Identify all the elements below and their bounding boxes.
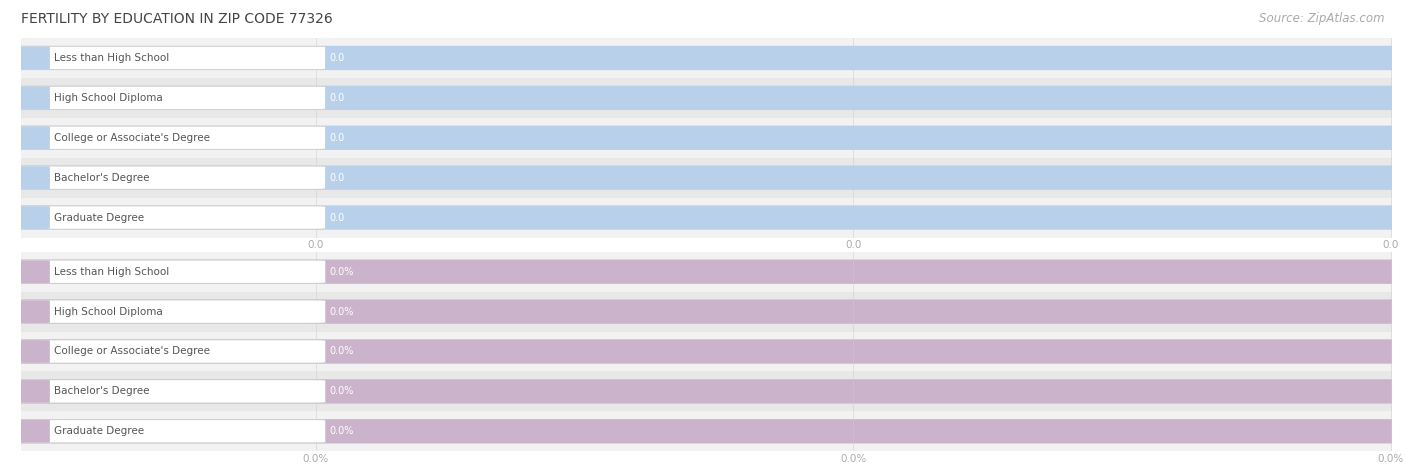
FancyBboxPatch shape	[11, 260, 325, 283]
FancyBboxPatch shape	[21, 118, 1392, 158]
FancyBboxPatch shape	[11, 86, 325, 109]
FancyBboxPatch shape	[14, 339, 1399, 364]
FancyBboxPatch shape	[21, 38, 1392, 78]
FancyBboxPatch shape	[18, 300, 49, 323]
FancyBboxPatch shape	[18, 420, 49, 443]
FancyBboxPatch shape	[14, 299, 1399, 324]
Text: High School Diploma: High School Diploma	[53, 93, 163, 103]
FancyBboxPatch shape	[14, 259, 1399, 284]
FancyBboxPatch shape	[11, 47, 325, 69]
FancyBboxPatch shape	[21, 158, 1392, 198]
Text: 0.0%: 0.0%	[329, 306, 354, 317]
FancyBboxPatch shape	[11, 420, 325, 443]
FancyBboxPatch shape	[21, 78, 1392, 118]
FancyBboxPatch shape	[14, 165, 1399, 190]
FancyBboxPatch shape	[18, 47, 49, 69]
FancyBboxPatch shape	[11, 126, 325, 149]
FancyBboxPatch shape	[18, 380, 49, 403]
Text: College or Associate's Degree: College or Associate's Degree	[53, 133, 209, 143]
Text: Bachelor's Degree: Bachelor's Degree	[53, 386, 149, 397]
Text: 0.0: 0.0	[329, 93, 344, 103]
Text: Less than High School: Less than High School	[53, 266, 169, 277]
FancyBboxPatch shape	[21, 411, 1392, 451]
Text: Less than High School: Less than High School	[53, 53, 169, 63]
FancyBboxPatch shape	[14, 125, 1399, 150]
FancyBboxPatch shape	[14, 205, 1399, 230]
Text: Bachelor's Degree: Bachelor's Degree	[53, 172, 149, 183]
FancyBboxPatch shape	[11, 206, 325, 229]
FancyBboxPatch shape	[14, 46, 1399, 70]
FancyBboxPatch shape	[18, 86, 49, 109]
Text: 0.0%: 0.0%	[329, 266, 354, 277]
Text: Graduate Degree: Graduate Degree	[53, 426, 145, 437]
Text: 0.0: 0.0	[329, 133, 344, 143]
FancyBboxPatch shape	[21, 292, 1392, 332]
FancyBboxPatch shape	[11, 340, 325, 363]
FancyBboxPatch shape	[18, 166, 49, 189]
FancyBboxPatch shape	[14, 86, 1399, 110]
FancyBboxPatch shape	[21, 252, 1392, 292]
FancyBboxPatch shape	[21, 371, 1392, 411]
Text: 0.0: 0.0	[329, 53, 344, 63]
FancyBboxPatch shape	[14, 379, 1399, 404]
Text: Graduate Degree: Graduate Degree	[53, 212, 145, 223]
Text: 0.0%: 0.0%	[329, 386, 354, 397]
Text: 0.0%: 0.0%	[329, 426, 354, 437]
FancyBboxPatch shape	[11, 380, 325, 403]
Text: 0.0%: 0.0%	[329, 346, 354, 357]
FancyBboxPatch shape	[18, 260, 49, 283]
FancyBboxPatch shape	[21, 332, 1392, 371]
FancyBboxPatch shape	[18, 340, 49, 363]
FancyBboxPatch shape	[14, 419, 1399, 444]
FancyBboxPatch shape	[11, 166, 325, 189]
Text: FERTILITY BY EDUCATION IN ZIP CODE 77326: FERTILITY BY EDUCATION IN ZIP CODE 77326	[21, 12, 333, 26]
FancyBboxPatch shape	[18, 126, 49, 149]
FancyBboxPatch shape	[18, 206, 49, 229]
Text: Source: ZipAtlas.com: Source: ZipAtlas.com	[1260, 12, 1385, 25]
Text: 0.0: 0.0	[329, 172, 344, 183]
FancyBboxPatch shape	[11, 300, 325, 323]
Text: College or Associate's Degree: College or Associate's Degree	[53, 346, 209, 357]
Text: High School Diploma: High School Diploma	[53, 306, 163, 317]
Text: 0.0: 0.0	[329, 212, 344, 223]
FancyBboxPatch shape	[21, 198, 1392, 238]
